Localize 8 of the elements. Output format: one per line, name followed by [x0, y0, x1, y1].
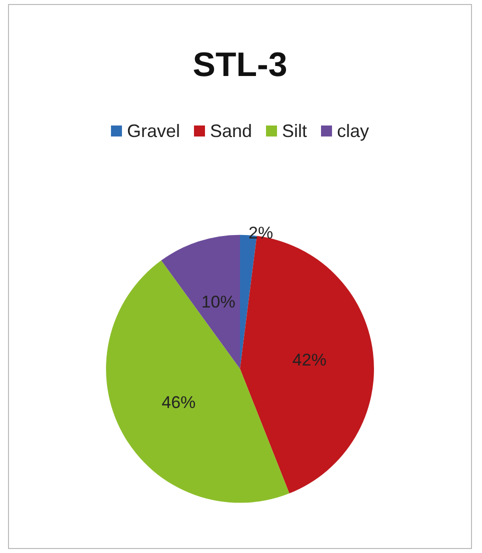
data-label: 10% [201, 292, 236, 312]
legend-label: Sand [210, 121, 252, 141]
legend-label: clay [337, 121, 370, 141]
data-label: 46% [162, 393, 196, 412]
legend-label: Gravel [126, 121, 180, 141]
legend-label: Silt [282, 121, 308, 141]
chart-title: STL-3 [192, 46, 288, 84]
data-label: 42% [292, 350, 326, 370]
